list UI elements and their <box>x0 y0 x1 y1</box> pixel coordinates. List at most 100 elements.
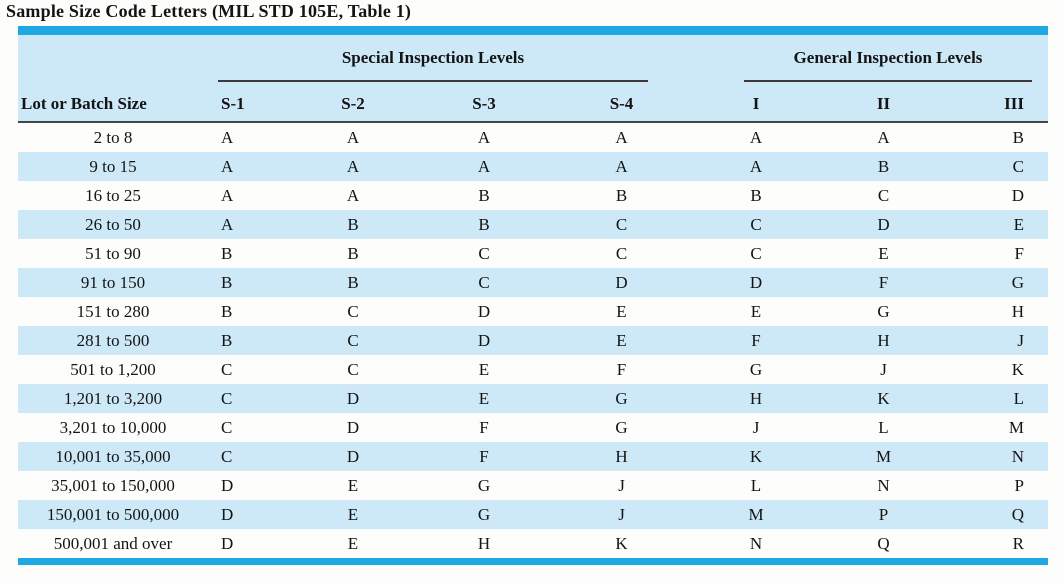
code-letter-s4: F <box>616 360 627 379</box>
group-header-row: Special Inspection Levels General Inspec… <box>18 35 1048 82</box>
code-letter-ii: A <box>877 128 890 147</box>
table-row: 151 to 280 B C D E E G H <box>18 297 1048 326</box>
code-letter-i: B <box>750 186 762 205</box>
code-letter-iii: F <box>1014 244 1024 263</box>
code-letter-ii: M <box>875 447 892 466</box>
lot-size-cell: 150,001 to 500,000 <box>46 505 180 524</box>
code-letter-ii: C <box>877 186 890 205</box>
code-letter-s1: A <box>221 186 234 205</box>
code-letter-iii: B <box>1012 128 1024 147</box>
table-row: 500,001 and over D E H K N Q R <box>18 529 1048 558</box>
code-letter-s4: G <box>615 389 628 408</box>
code-letter-s3: B <box>478 186 490 205</box>
lot-size-cell: 501 to 1,200 <box>70 360 156 379</box>
code-letter-s4: K <box>615 534 628 553</box>
lot-size-cell: 281 to 500 <box>76 331 150 350</box>
table-row: 1,201 to 3,200 C D E G H K L <box>18 384 1048 413</box>
code-letter-s3: F <box>479 447 489 466</box>
lot-size-cell: 35,001 to 150,000 <box>51 476 175 495</box>
code-letter-iii: R <box>1012 534 1024 553</box>
code-letter-s2: B <box>347 215 359 234</box>
code-letter-s3: G <box>477 476 491 495</box>
code-letter-i: A <box>749 128 763 147</box>
code-letter-s3: A <box>477 128 491 147</box>
code-letter-s2: C <box>347 360 359 379</box>
code-letter-s1: C <box>221 360 233 379</box>
code-letter-s4: D <box>615 273 628 292</box>
code-letter-s3: C <box>478 273 490 292</box>
code-letter-s4: G <box>615 418 628 437</box>
code-letter-i: F <box>751 331 761 350</box>
code-letter-i: A <box>749 157 763 176</box>
code-letter-ii: J <box>880 360 887 379</box>
column-header-row: Lot or Batch Size S-1 S-2 S-3 S-4 I II I… <box>18 80 1048 121</box>
code-letter-s3: C <box>478 244 490 263</box>
group-header-spacer <box>18 35 208 80</box>
code-letter-iii: M <box>1008 418 1024 437</box>
code-letter-s3: E <box>478 389 490 408</box>
code-letter-i: E <box>750 302 762 321</box>
code-letter-s4: E <box>616 331 627 350</box>
lot-size-cell: 16 to 25 <box>85 186 141 205</box>
code-letter-s3: G <box>477 505 491 524</box>
table-row: 2 to 8 A A A A A A B <box>18 123 1048 152</box>
code-letter-s1: B <box>221 273 233 292</box>
lot-size-cell: 151 to 280 <box>76 302 150 321</box>
code-letter-s3: A <box>477 157 491 176</box>
code-letter-ii: K <box>877 389 890 408</box>
table-row: 35,001 to 150,000 D E G J L N P <box>18 471 1048 500</box>
lot-size-cell: 500,001 and over <box>53 534 173 553</box>
code-letter-s2: C <box>347 302 359 321</box>
column-header-ii: II <box>876 94 891 113</box>
code-letter-s2: E <box>347 534 359 553</box>
lot-size-cell: 1,201 to 3,200 <box>63 389 163 408</box>
code-letter-iii: C <box>1012 157 1024 176</box>
table-row: 26 to 50 A B B C C D E <box>18 210 1048 239</box>
lot-size-cell: 3,201 to 10,000 <box>59 418 167 437</box>
code-letter-ii: F <box>878 273 889 292</box>
code-letter-iii: G <box>1011 273 1024 292</box>
code-letter-ii: B <box>877 157 890 176</box>
page-title: Sample Size Code Letters (MIL STD 105E, … <box>6 1 412 21</box>
code-letter-ii: N <box>877 476 890 495</box>
code-letter-s4: C <box>615 215 628 234</box>
code-letter-s1: D <box>221 534 234 553</box>
code-letter-s3: D <box>477 302 491 321</box>
code-letter-ii: P <box>878 505 889 524</box>
lot-size-cell: 10,001 to 35,000 <box>55 447 171 466</box>
code-letter-ii: Q <box>877 534 890 553</box>
code-letter-s2: A <box>346 128 360 147</box>
bottom-accent-bar <box>18 558 1048 565</box>
code-letter-i: K <box>749 447 763 466</box>
code-letter-s3: B <box>478 215 490 234</box>
code-letter-s4: C <box>615 244 628 263</box>
lot-size-cell: 51 to 90 <box>85 244 141 263</box>
table-row: 3,201 to 10,000 C D F G J L M <box>18 413 1048 442</box>
column-header-s2: S-2 <box>341 94 365 113</box>
code-letter-s4: J <box>618 505 625 524</box>
code-letter-s1: D <box>221 505 234 524</box>
code-letter-s1: D <box>221 476 234 495</box>
column-header-lot-size: Lot or Batch Size <box>21 94 147 113</box>
code-letter-s2: A <box>346 157 360 176</box>
table-row: 51 to 90 B B C C C E F <box>18 239 1048 268</box>
code-letter-s1: C <box>221 447 233 466</box>
code-letter-s2: C <box>347 331 359 350</box>
top-accent-bar <box>18 26 1048 35</box>
code-letter-s1: A <box>221 157 234 176</box>
column-header-iii: III <box>1004 94 1024 113</box>
code-letter-s3: F <box>479 418 489 437</box>
table-header: Special Inspection Levels General Inspec… <box>18 35 1048 121</box>
code-letter-i: C <box>750 215 762 234</box>
code-letter-iii: P <box>1014 476 1024 495</box>
code-letter-iii: D <box>1011 186 1024 205</box>
code-letter-i: H <box>749 389 763 408</box>
code-letter-s4: A <box>615 157 628 176</box>
table-body: 2 to 8 A A A A A A B 9 to 15 A A A A A B… <box>18 123 1048 558</box>
table-row: 501 to 1,200 C C E F G J K <box>18 355 1048 384</box>
code-letter-s1: B <box>221 331 233 350</box>
code-letter-s1: A <box>221 128 234 147</box>
table-row: 16 to 25 A A B B B C D <box>18 181 1048 210</box>
lot-size-cell: 91 to 150 <box>80 273 146 292</box>
column-header-i: I <box>752 94 760 113</box>
